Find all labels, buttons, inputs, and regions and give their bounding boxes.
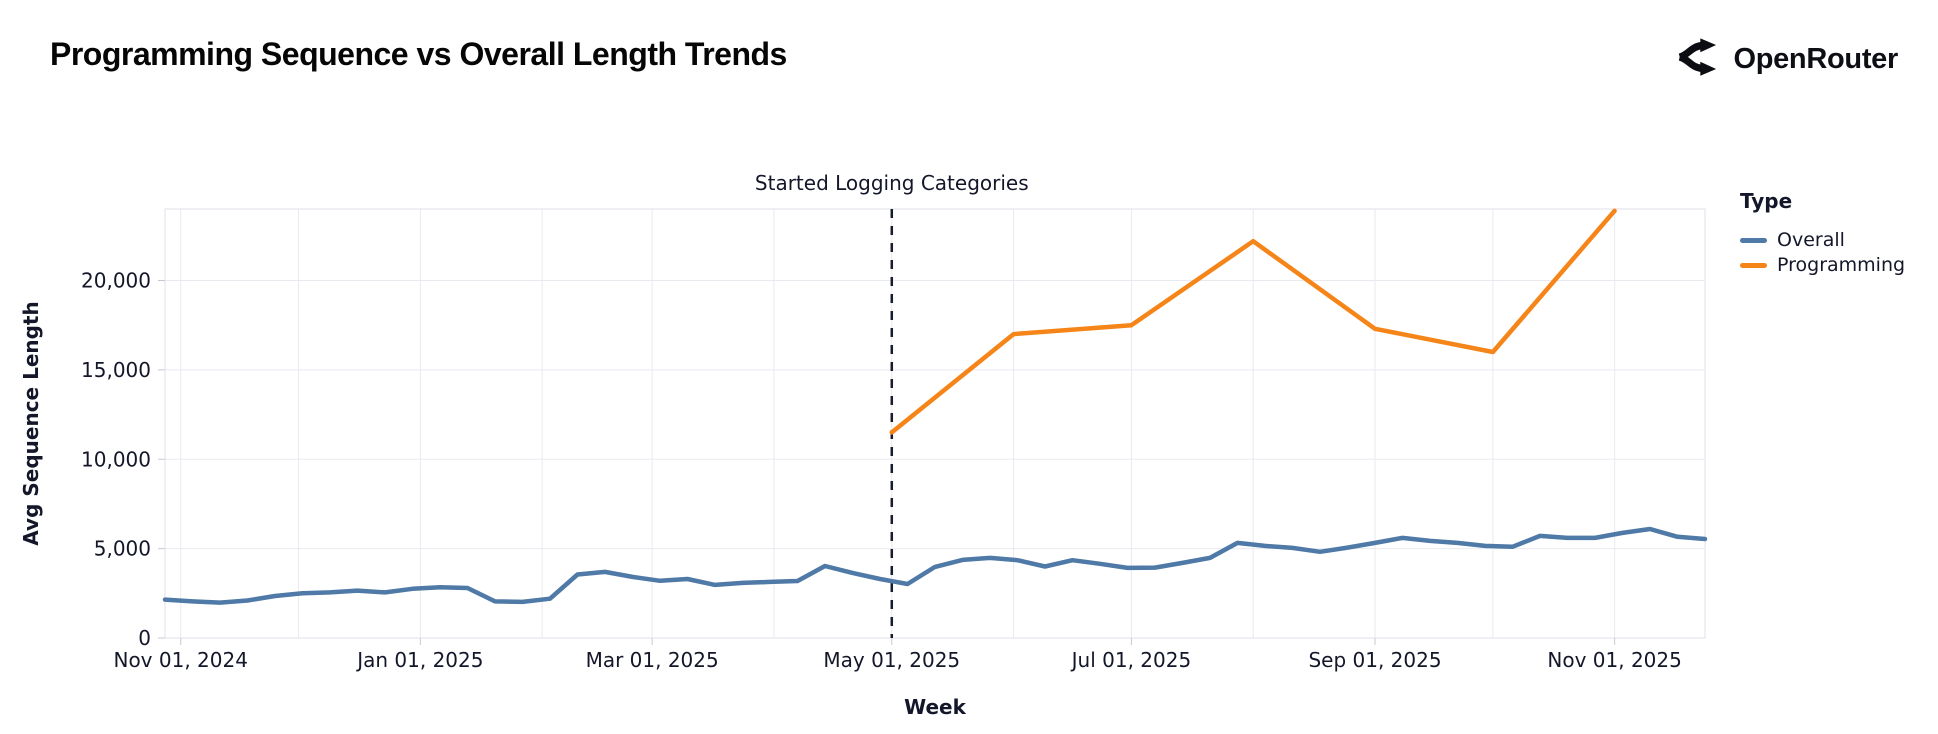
series-overall [162, 526, 1708, 605]
legend-entry-overall: Overall [1740, 228, 1930, 252]
svg-text:May 01, 2025: May 01, 2025 [823, 648, 960, 672]
svg-text:Nov 01, 2024: Nov 01, 2024 [113, 648, 247, 672]
svg-text:0: 0 [138, 626, 151, 650]
svg-text:Avg Sequence Length: Avg Sequence Length [19, 301, 43, 545]
legend-entry-programming: Programming [1740, 253, 1930, 277]
svg-text:5,000: 5,000 [94, 537, 151, 561]
svg-text:Nov 01, 2025: Nov 01, 2025 [1547, 648, 1681, 672]
page-title: Programming Sequence vs Overall Length T… [50, 36, 787, 72]
svg-text:Mar 01, 2025: Mar 01, 2025 [586, 648, 719, 672]
svg-text:Week: Week [904, 695, 966, 719]
legend-entry-label: Overall [1777, 229, 1845, 251]
svg-text:20,000: 20,000 [81, 269, 151, 293]
svg-text:Jan 01, 2025: Jan 01, 2025 [355, 648, 483, 672]
series-programming [889, 208, 1617, 435]
legend-title: Type [1740, 189, 1793, 213]
legend-swatch [1740, 262, 1767, 268]
svg-text:15,000: 15,000 [81, 358, 151, 382]
legend: Type Overall Programming [1740, 189, 1930, 278]
legend-swatch [1740, 237, 1767, 243]
svg-text:10,000: 10,000 [81, 447, 151, 471]
legend-entries: Overall Programming [1740, 228, 1930, 277]
svg-text:Jul 01, 2025: Jul 01, 2025 [1070, 648, 1192, 672]
svg-text:Sep 01, 2025: Sep 01, 2025 [1308, 648, 1441, 672]
openrouter-logo: OpenRouter [1673, 34, 1898, 84]
openrouter-fork-icon [1673, 34, 1719, 84]
logo-wordmark: OpenRouter [1733, 42, 1898, 75]
legend-entry-label: Programming [1777, 254, 1906, 276]
annotation-label: Started Logging Categories [755, 171, 1029, 195]
